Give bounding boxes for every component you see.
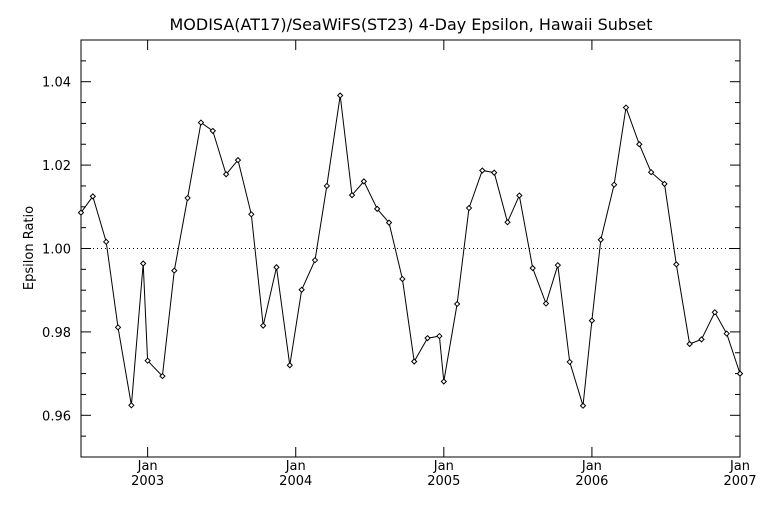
data-point [424,334,431,342]
data-point [465,204,473,212]
data-point [373,205,381,213]
data-point [516,192,523,199]
data-point [102,238,110,246]
data-point [159,372,166,380]
data-point [723,330,730,337]
data-point [128,402,135,409]
data-point [554,261,562,269]
data-point [209,127,217,135]
data-point [673,261,680,268]
data-point [144,357,151,364]
data-point [453,300,461,308]
x-tick-year: 2005 [427,474,460,489]
data-point [222,171,230,178]
x-tick-month: Jan [285,459,306,474]
data-point [273,264,280,271]
data-point [114,324,122,331]
y-tick-label: 1.00 [42,243,71,258]
x-tick-month: Jan [137,459,158,474]
data-point [197,119,205,126]
series-line [80,95,741,406]
data-point [298,286,305,293]
data-point [711,309,719,316]
data-point [622,104,630,111]
data-point [440,378,448,385]
data-point [385,219,393,226]
data-point [410,358,418,365]
data-point [259,322,267,329]
data-point [479,167,486,174]
data-point [490,169,498,176]
data-point [736,370,744,377]
data-point [504,219,511,226]
x-tick-year: 2007 [723,474,756,489]
data-point [686,340,693,348]
data-point [647,168,655,176]
x-tick-month: Jan [581,459,602,474]
data-point [399,275,406,283]
data-point [597,236,605,243]
y-tick-label: 0.96 [42,409,71,424]
data-point [234,156,242,164]
y-axis-label: Epsilon Ratio [22,206,37,290]
data-point [566,358,573,366]
y-axis: 0.96 0.98 1.00 1.02 1.04 [42,39,740,458]
data-point [588,317,596,324]
chart-title: MODISA(AT17)/SeaWiFS(ST23) 4-Day Epsilon… [169,15,652,34]
y-tick-label: 1.02 [42,159,71,174]
data-point [171,267,178,274]
data-point [698,336,705,343]
data-point [436,332,443,340]
data-point [286,362,294,369]
data-point [77,209,85,216]
data-point [323,182,331,190]
data-points [77,92,744,409]
x-tick-year: 2003 [131,474,164,489]
y-tick-label: 0.98 [42,326,71,341]
y-tick-label: 1.04 [42,76,71,91]
x-tick-year: 2006 [575,474,608,489]
data-point [311,256,319,264]
x-tick-year: 2004 [279,474,312,489]
data-point [89,193,97,200]
data-point [661,180,668,188]
data-point [184,194,191,202]
data-point [248,211,255,218]
data-point [336,92,344,99]
data-point [139,260,147,267]
data-point [542,300,550,307]
data-point [529,264,536,272]
data-point [579,402,587,409]
data-point [348,191,356,199]
data-point [360,178,368,185]
data-point [610,181,618,188]
data-point [636,141,643,148]
x-tick-month: Jan [433,459,454,474]
x-tick-month: Jan [729,459,750,474]
